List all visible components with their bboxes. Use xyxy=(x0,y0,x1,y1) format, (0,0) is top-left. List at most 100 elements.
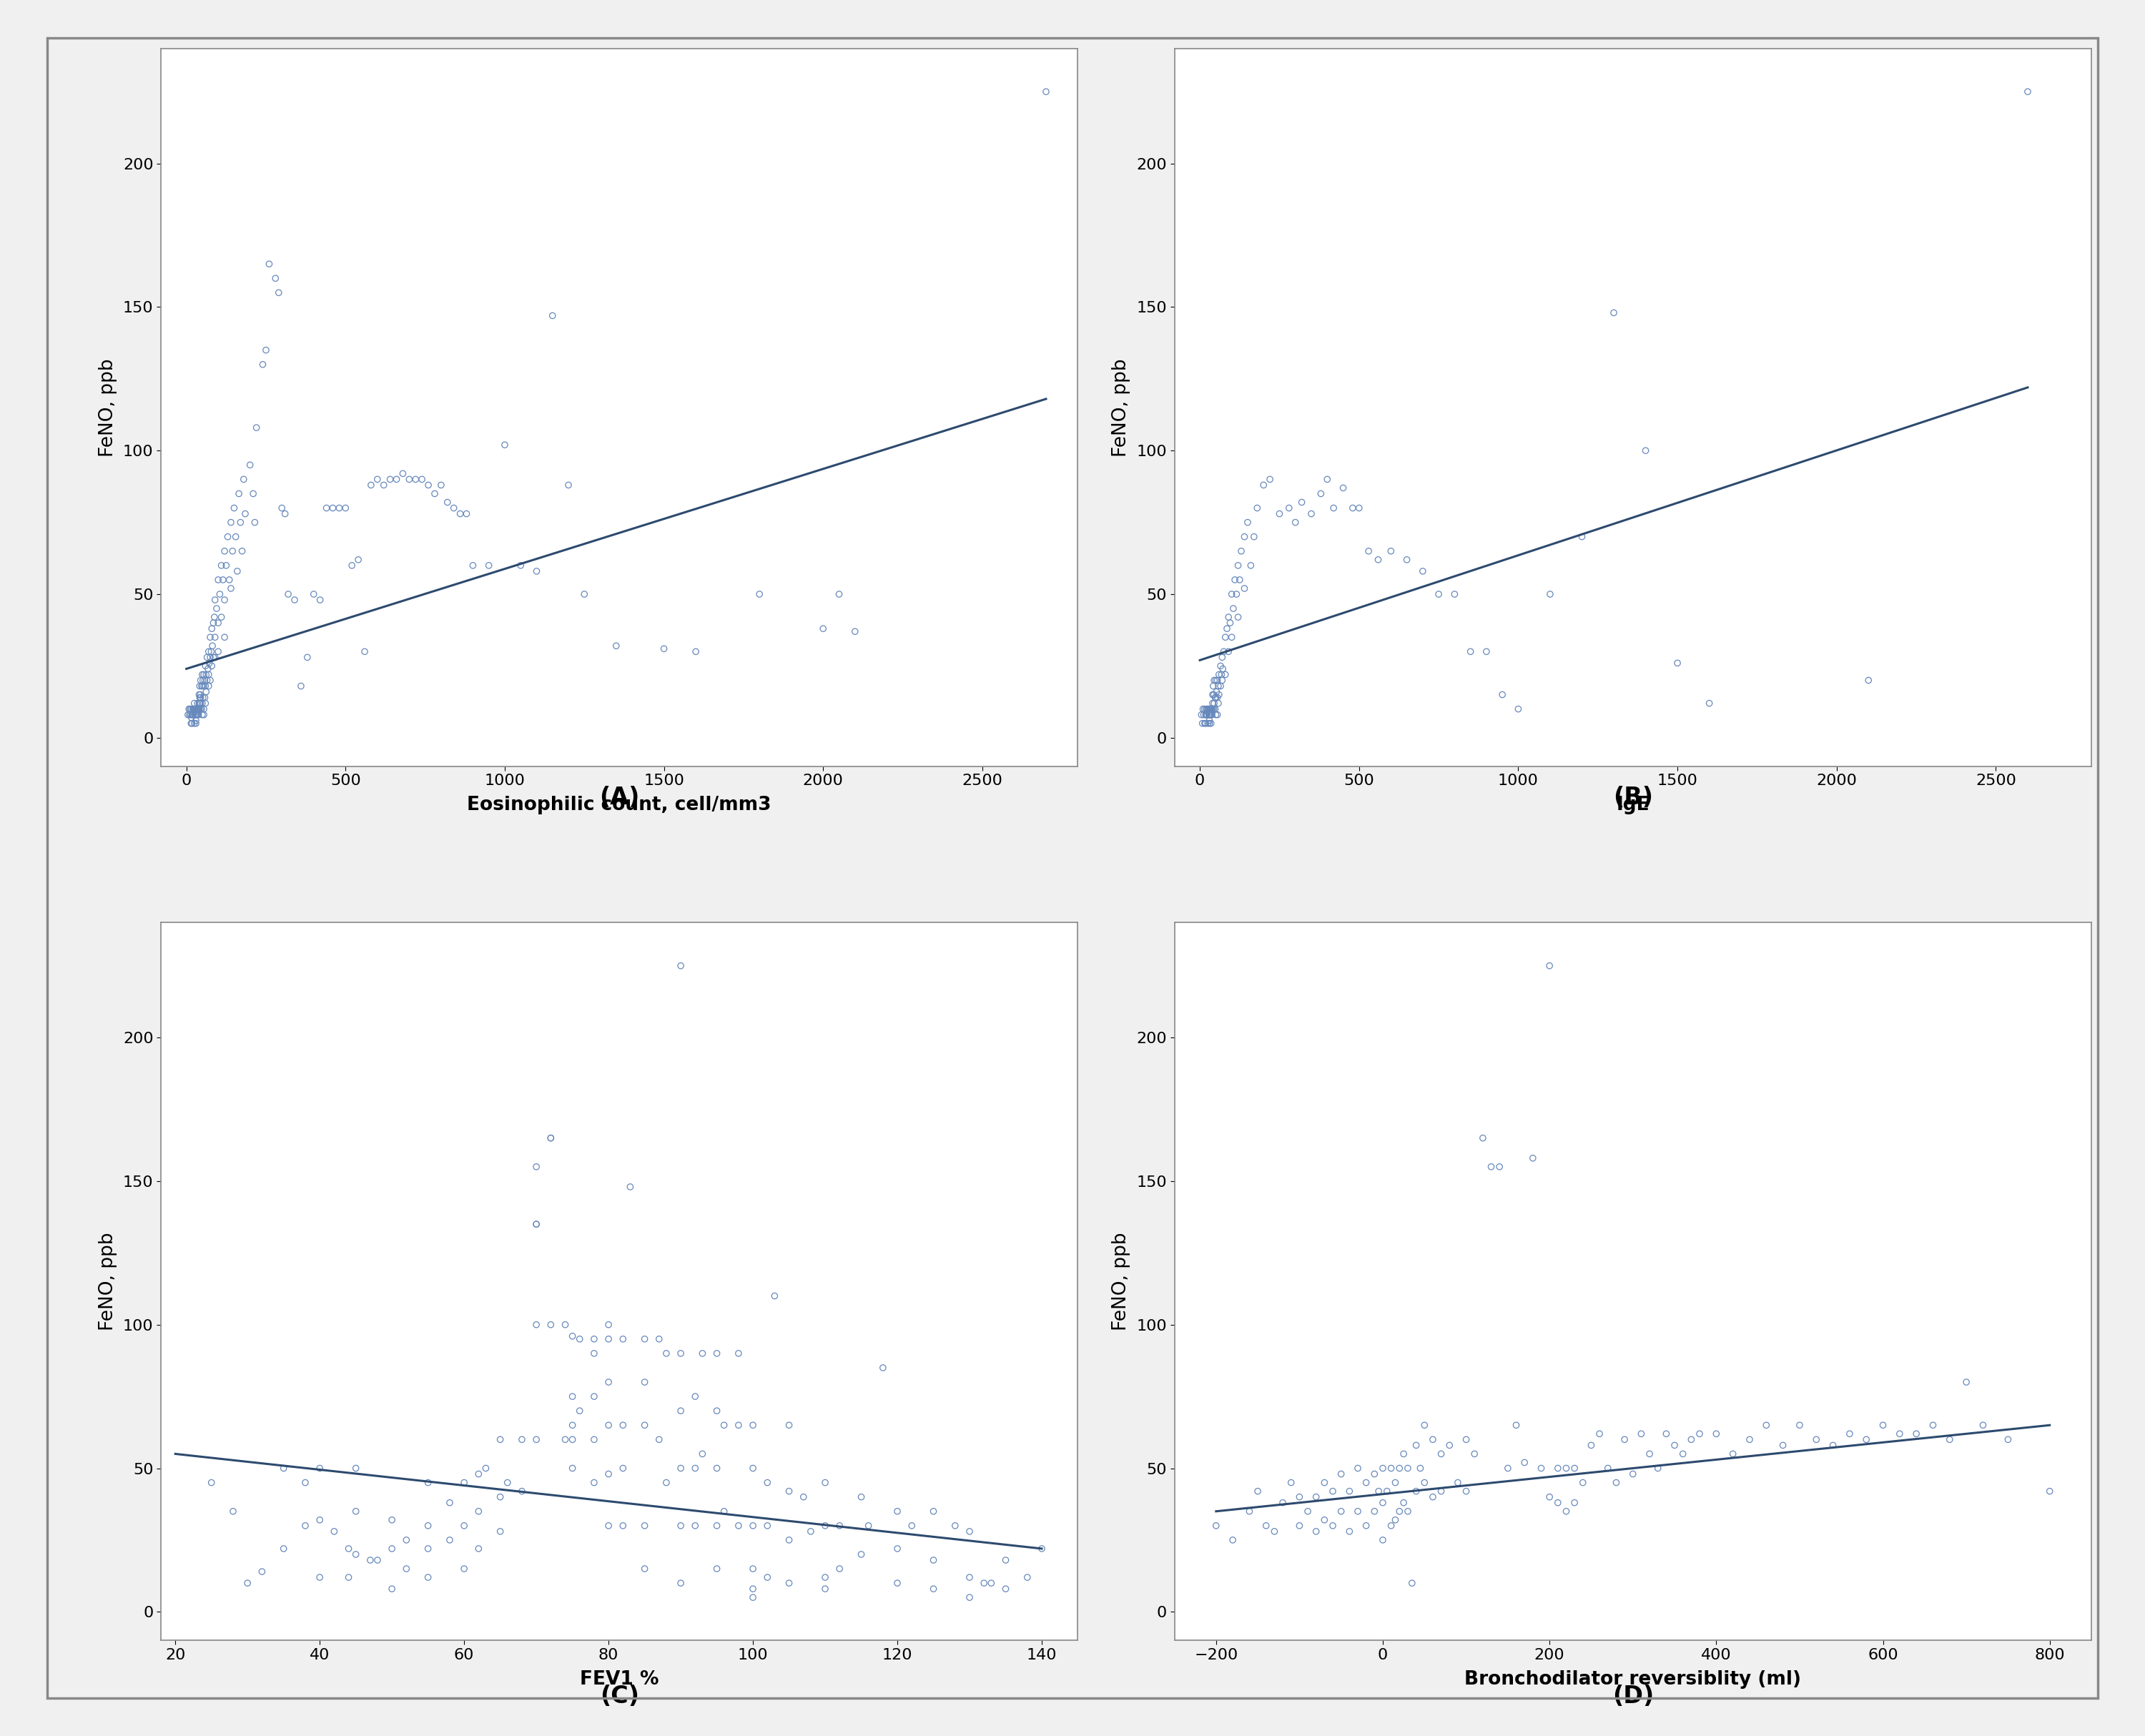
Text: (D): (D) xyxy=(1613,1684,1654,1708)
Point xyxy=(519,1210,553,1238)
Point xyxy=(202,566,236,594)
Point xyxy=(1394,1569,1429,1597)
Point xyxy=(266,1535,300,1562)
Point xyxy=(1416,1425,1450,1453)
Point xyxy=(577,1425,611,1453)
Point xyxy=(1193,694,1227,722)
Point xyxy=(1197,672,1231,700)
Point xyxy=(566,580,601,608)
Point xyxy=(332,1535,367,1562)
Point xyxy=(1517,1144,1551,1172)
Point xyxy=(1195,694,1229,722)
Point xyxy=(1238,523,1272,550)
Point xyxy=(1225,536,1259,564)
Point xyxy=(1377,1469,1411,1496)
Point xyxy=(230,1569,264,1597)
Point xyxy=(1817,1432,1851,1460)
Point xyxy=(176,694,210,722)
Point xyxy=(1450,1477,1484,1505)
Point xyxy=(296,580,330,608)
Point xyxy=(916,1575,950,1602)
Point xyxy=(1197,667,1231,694)
Point xyxy=(367,470,401,498)
Point xyxy=(1349,1469,1384,1496)
Point xyxy=(736,1555,770,1583)
Point xyxy=(302,1455,337,1483)
Point xyxy=(1199,677,1233,705)
Point xyxy=(195,632,230,660)
Point xyxy=(1474,1153,1508,1180)
Point xyxy=(605,1455,639,1483)
Point xyxy=(187,667,221,694)
Point xyxy=(1991,1425,2025,1453)
Point xyxy=(1221,602,1255,630)
Point xyxy=(1499,1411,1534,1439)
Point xyxy=(191,672,225,700)
Point xyxy=(1673,1425,1707,1453)
X-axis label: FEV1 %: FEV1 % xyxy=(579,1670,659,1689)
Point xyxy=(197,602,232,630)
Point xyxy=(172,701,206,729)
Point xyxy=(182,672,217,700)
Point xyxy=(879,1498,914,1526)
Point xyxy=(182,681,217,708)
Point xyxy=(519,1153,553,1180)
Point xyxy=(487,431,521,458)
Point xyxy=(219,523,253,550)
Point xyxy=(210,523,245,550)
Point xyxy=(650,1340,684,1368)
Point xyxy=(577,1382,611,1410)
Point xyxy=(577,1325,611,1352)
Point xyxy=(592,1325,626,1352)
Point xyxy=(178,698,212,726)
Point xyxy=(1782,1411,1817,1439)
Point xyxy=(519,1425,553,1453)
Point xyxy=(1450,1425,1484,1453)
Point xyxy=(491,1469,526,1496)
Point xyxy=(257,264,292,292)
Point xyxy=(290,644,324,672)
Point xyxy=(1195,710,1229,738)
Point xyxy=(809,1469,843,1496)
Point xyxy=(534,1125,568,1153)
Point xyxy=(1632,1439,1667,1467)
Point xyxy=(195,609,230,637)
Point xyxy=(287,1512,322,1540)
Point xyxy=(182,684,217,712)
Point xyxy=(1650,1420,1684,1448)
Point xyxy=(322,495,356,523)
Point xyxy=(772,1411,807,1439)
Point xyxy=(425,470,459,498)
Point xyxy=(191,637,225,665)
Point xyxy=(1615,1460,1650,1488)
Point xyxy=(628,1555,663,1583)
Point xyxy=(809,1564,843,1592)
Point xyxy=(598,632,633,660)
Point xyxy=(1201,661,1236,689)
Point xyxy=(1540,1455,1574,1483)
Point xyxy=(605,1411,639,1439)
Point xyxy=(217,1498,251,1526)
Point xyxy=(360,1547,395,1575)
Point xyxy=(556,1411,590,1439)
Point xyxy=(1227,575,1261,602)
Point xyxy=(1965,1411,1999,1439)
Point xyxy=(191,667,225,694)
Point xyxy=(1205,667,1240,694)
Point xyxy=(249,337,283,365)
Point xyxy=(663,1340,697,1368)
Point xyxy=(1030,78,1064,106)
Point xyxy=(180,698,214,726)
Point xyxy=(388,1526,423,1554)
Point xyxy=(187,701,221,729)
Point xyxy=(283,672,317,700)
Point xyxy=(845,1540,879,1568)
Point xyxy=(1212,602,1246,630)
Point xyxy=(339,1540,373,1568)
Point xyxy=(1381,1498,1416,1526)
Point xyxy=(1699,1420,1733,1448)
Point xyxy=(174,701,208,729)
Point xyxy=(483,1517,517,1545)
Point xyxy=(214,509,249,536)
Point xyxy=(1371,1477,1405,1505)
